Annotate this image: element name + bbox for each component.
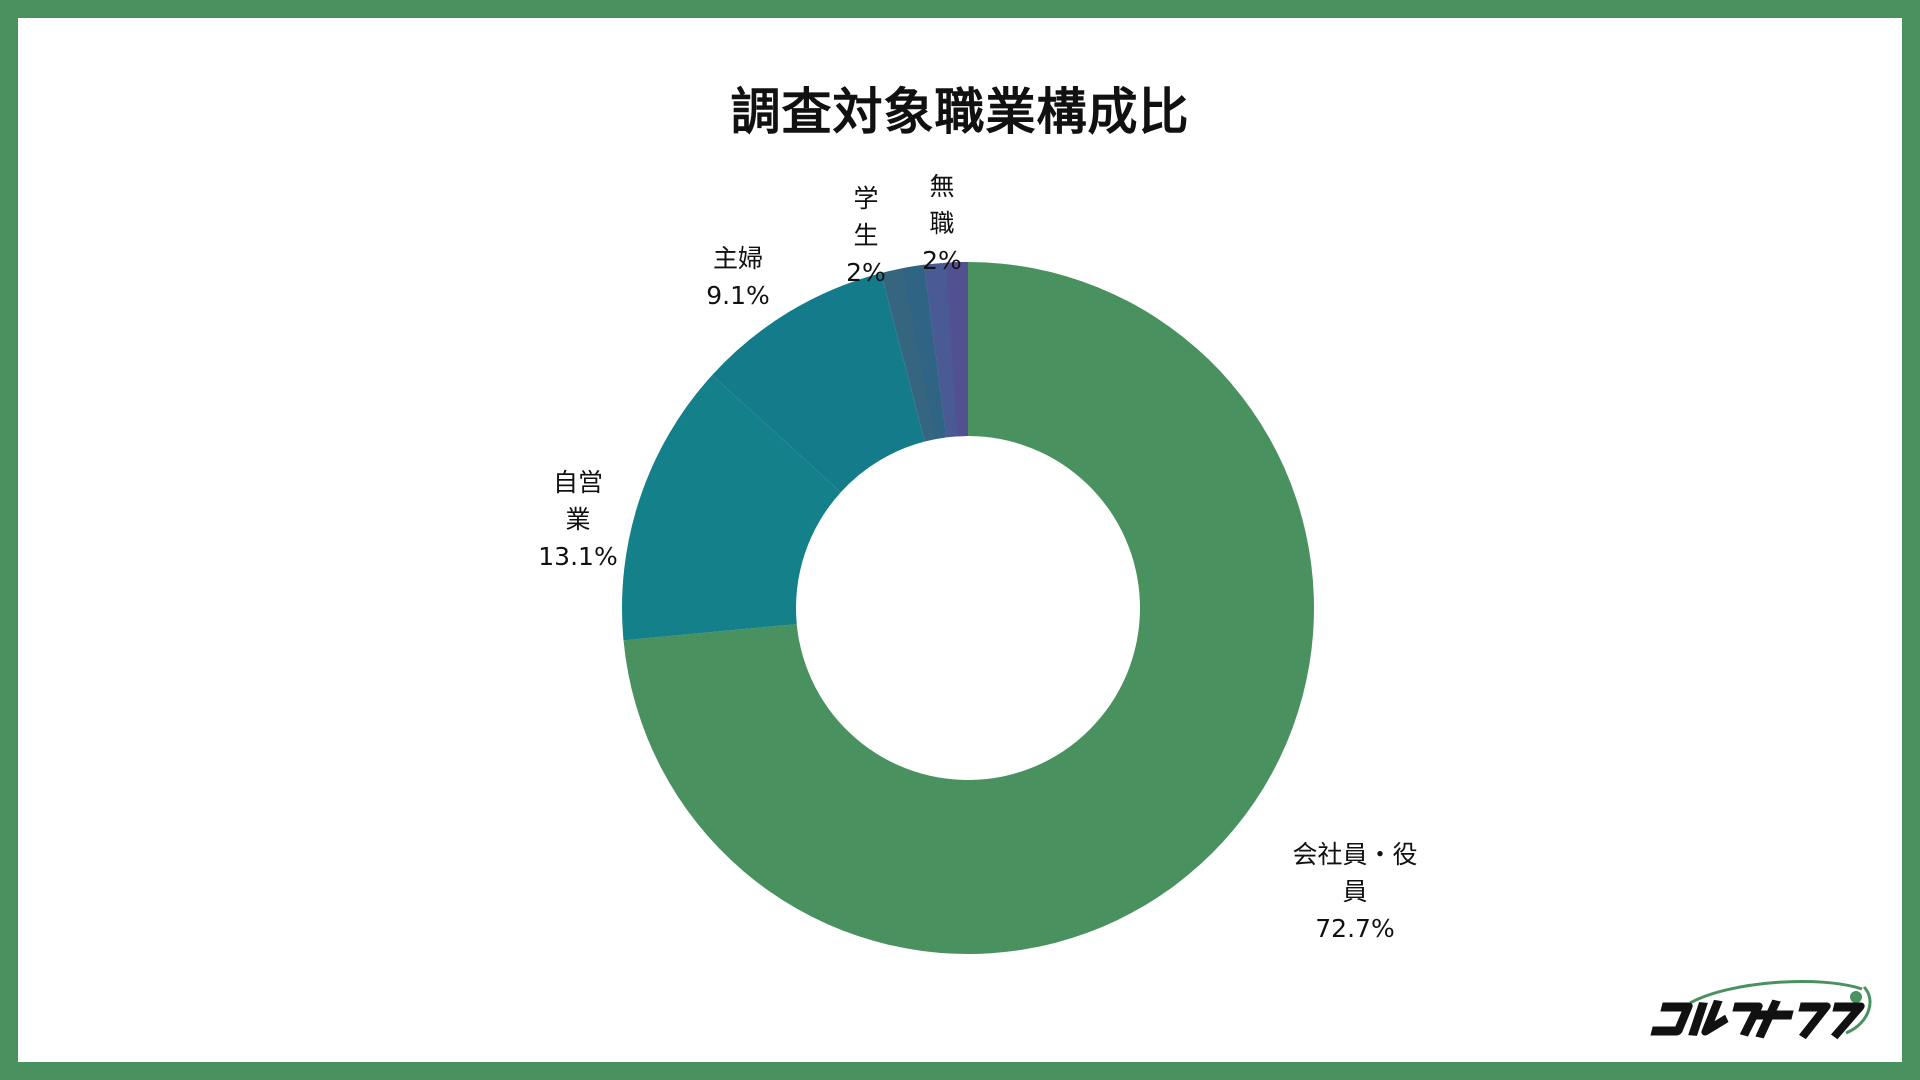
slice-2-category-label: 自営 xyxy=(553,468,603,497)
slice-2-category-label: 業 xyxy=(565,505,590,534)
slice-3-value-label: 9.1% xyxy=(706,281,770,310)
slice-5-band xyxy=(946,262,968,437)
slice-2 xyxy=(622,375,841,641)
slice-1-category-label: 会社員・役 xyxy=(1292,840,1417,869)
chart-title: 調査対象職業構成比 xyxy=(730,83,1190,141)
slice-4-band xyxy=(902,264,947,440)
slice-1-value-label: 72.7% xyxy=(1315,914,1394,943)
slice-5-value-label: 2% xyxy=(922,246,962,275)
slice-4-category-label: 生 xyxy=(853,221,878,250)
slice-3-category-label: 主婦 xyxy=(713,244,763,273)
slice-5-category-label: 無 xyxy=(929,172,954,201)
golf-otaku-logo xyxy=(1650,979,1872,1040)
slice-3 xyxy=(712,273,925,493)
slice-4-value-label: 2% xyxy=(846,258,886,287)
slice-2-value-label: 13.1% xyxy=(538,542,617,571)
slice-5-category-label: 職 xyxy=(929,209,954,238)
donut-slices xyxy=(622,262,1314,954)
slice-1-category-label: 員 xyxy=(1342,877,1367,906)
slice-4-category-label: 学 xyxy=(853,184,878,213)
slice-labels: 会社員・役員 72.7% 自営業 13.1% 主婦 9.1% 学生 2% 無職 2% xyxy=(538,172,1417,943)
slice-1 xyxy=(623,262,1314,954)
